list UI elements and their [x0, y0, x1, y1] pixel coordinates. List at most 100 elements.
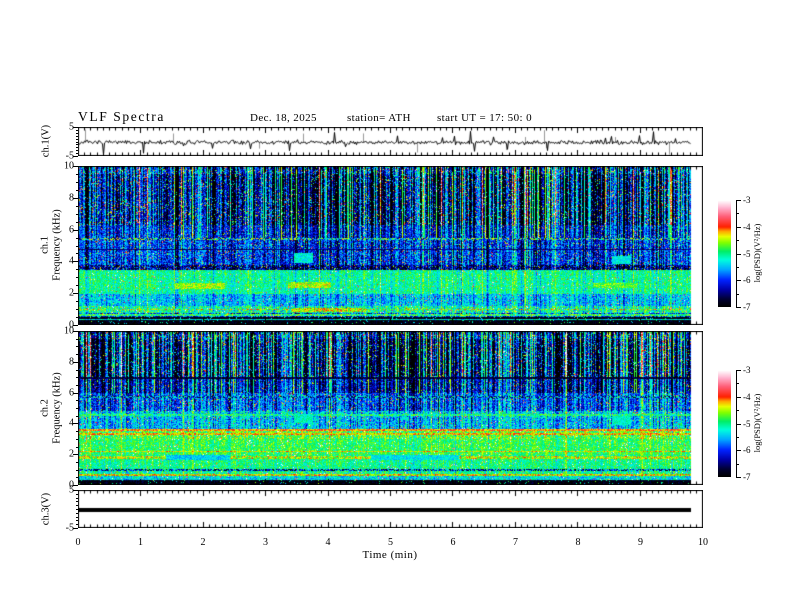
colorbar-ch2-gradient	[718, 370, 731, 477]
x-axis-label: Time (min)	[362, 549, 418, 561]
colorbar-ch1-unit-label: log(PSD)(V²/Hz)	[752, 223, 762, 283]
x-tick-label: 3	[263, 537, 268, 548]
y-minor-tick-mark	[75, 431, 78, 433]
colorbar-minor-tick-mark	[736, 383, 739, 385]
y-tick-mark	[73, 423, 78, 425]
y-minor-tick-mark	[75, 129, 78, 131]
x-tick-label: 1	[138, 537, 143, 548]
colorbar-ch2-unit-label: log(PSD)(V²/Hz)	[752, 393, 762, 453]
y-minor-tick-mark	[75, 524, 78, 526]
y-minor-tick-mark	[75, 469, 78, 471]
colorbar-tick-label: -3	[743, 195, 751, 205]
y-tick-mark	[73, 392, 78, 394]
x-tick-label: 2	[200, 537, 206, 548]
colorbar-tick-label: -4	[743, 221, 751, 232]
ch1-spectrogram-canvas	[78, 166, 703, 325]
y-tick-label: 5	[69, 484, 74, 496]
ch1-spec-ylabel-frequency: Frequency (kHz)	[51, 209, 62, 281]
y-tick-label: 4	[69, 417, 74, 429]
y-minor-tick-mark	[75, 338, 78, 340]
y-minor-tick-mark	[75, 384, 78, 386]
colorbar-tick-label: -4	[743, 391, 751, 402]
y-minor-tick-mark	[75, 400, 78, 402]
y-tick-label: 2	[69, 448, 74, 460]
colorbar-tick-label: -6	[743, 275, 751, 286]
x-tick-label: 9	[638, 537, 643, 548]
y-tick-mark	[73, 454, 78, 456]
ch2-spec-ylabel-frequency: Frequency (kHz)	[51, 372, 62, 444]
colorbar-tick-mark	[736, 423, 741, 425]
colorbar-tick-mark	[736, 477, 741, 478]
y-tick-label: 8	[69, 356, 74, 368]
colorbar-minor-tick-mark	[736, 410, 739, 412]
y-minor-tick-mark	[75, 253, 78, 255]
colorbar-ch1-gradient	[718, 200, 731, 307]
y-minor-tick-mark	[75, 147, 78, 149]
y-minor-tick-mark	[75, 505, 78, 507]
y-tick-label: -5	[65, 522, 74, 534]
colorbar-tick-label: -7	[743, 302, 751, 312]
y-tick-mark	[73, 127, 78, 128]
colorbar-minor-tick-mark	[736, 293, 739, 295]
y-minor-tick-mark	[75, 497, 78, 499]
y-tick-label: 0	[69, 479, 74, 491]
y-tick-mark	[73, 361, 78, 363]
y-tick-mark	[73, 485, 78, 486]
y-tick-label: 6	[69, 224, 74, 236]
y-tick-label: 10	[64, 160, 74, 172]
colorbar-tick-mark	[736, 307, 741, 308]
colorbar-tick-mark	[736, 253, 741, 255]
y-tick-mark	[73, 229, 78, 231]
ch1-wave-ylabel: ch.1(V)	[40, 124, 52, 158]
y-minor-tick-mark	[75, 415, 78, 417]
y-minor-tick-mark	[75, 132, 78, 134]
ch3-waveform-canvas	[78, 490, 703, 528]
y-tick-mark	[73, 293, 78, 295]
y-minor-tick-mark	[75, 446, 78, 448]
colorbar-tick-mark	[736, 226, 741, 228]
figure-title: VLF Spectra	[78, 109, 165, 124]
y-minor-tick-mark	[75, 493, 78, 495]
y-minor-tick-mark	[75, 213, 78, 215]
date-label: Dec. 18, 2025	[250, 112, 317, 124]
y-minor-tick-mark	[75, 438, 78, 440]
ch3-wave-ylabel: ch.3(V)	[40, 492, 52, 526]
colorbar-tick-mark	[736, 396, 741, 398]
colorbar-minor-tick-mark	[736, 436, 739, 438]
y-minor-tick-mark	[75, 501, 78, 503]
x-tick-label: 7	[513, 537, 518, 548]
ch2-spec-ylabel-channel: ch.2	[39, 399, 51, 417]
x-tick-label: 6	[450, 537, 456, 548]
ch1-waveform-canvas	[78, 127, 703, 156]
y-minor-tick-mark	[75, 135, 78, 137]
y-minor-tick-mark	[75, 408, 78, 409]
y-tick-label: -5	[65, 150, 74, 162]
ch1-spec-ylabel-channel: ch.1	[39, 236, 51, 254]
y-tick-label: 2	[69, 287, 74, 299]
y-tick-label: 6	[69, 387, 74, 399]
y-minor-tick-mark	[75, 237, 78, 239]
x-tick-label: 4	[325, 537, 331, 548]
y-minor-tick-mark	[75, 309, 78, 311]
y-minor-tick-mark	[75, 153, 78, 155]
y-tick-label: 8	[69, 192, 74, 204]
y-minor-tick-mark	[75, 477, 78, 479]
start-ut-label: start UT = 17: 50: 0	[437, 112, 532, 124]
y-minor-tick-mark	[75, 221, 78, 223]
y-minor-tick-mark	[75, 377, 78, 379]
y-minor-tick-mark	[75, 138, 78, 140]
y-minor-tick-mark	[75, 141, 78, 143]
y-tick-label: 4	[69, 255, 74, 267]
colorbar-minor-tick-mark	[736, 266, 739, 268]
ch2-spectrogram-canvas	[78, 331, 703, 485]
y-minor-tick-mark	[75, 150, 78, 152]
ch1-spec-ylabel: ch.1 Frequency (kHz)	[40, 209, 63, 280]
colorbar-tick-label: -6	[743, 445, 751, 456]
y-minor-tick-mark	[75, 285, 78, 287]
y-minor-tick-mark	[75, 144, 78, 146]
colorbar-minor-tick-mark	[736, 213, 739, 215]
y-minor-tick-mark	[75, 269, 78, 271]
y-minor-tick-mark	[75, 509, 78, 510]
ch2-spec-ylabel: ch.2 Frequency (kHz)	[40, 372, 63, 443]
